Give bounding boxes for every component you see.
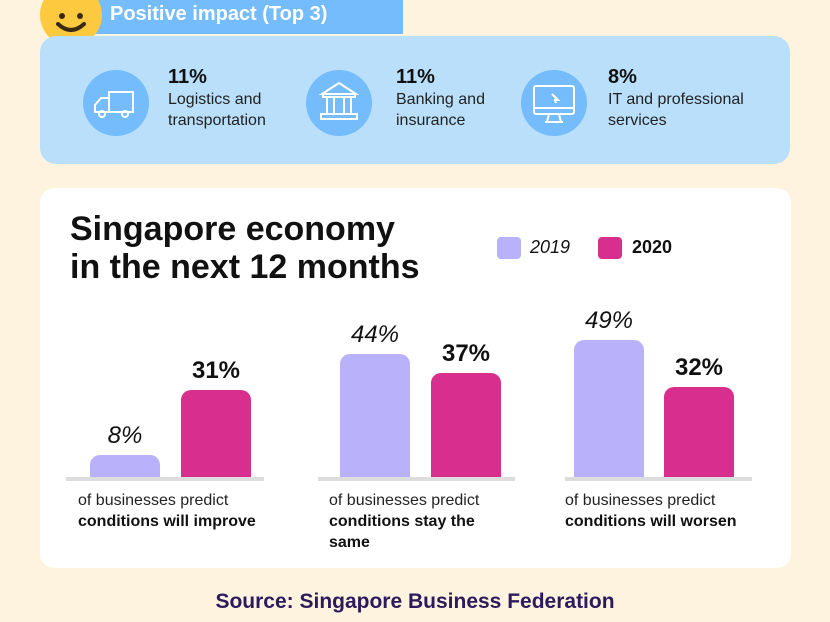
baseline	[318, 477, 515, 481]
monitor-icon	[521, 70, 587, 136]
bar-2019-3	[574, 339, 644, 477]
category-label: of businesses predict conditions will wor…	[565, 492, 737, 530]
bar-value-label: 8%	[107, 421, 143, 449]
legend-label-2020: 2020	[632, 237, 673, 257]
legend-swatch-2019	[497, 237, 521, 259]
bar-2020-3	[664, 387, 734, 477]
baseline	[66, 477, 264, 481]
header-tab	[95, 0, 403, 34]
header-title: Positive impact (Top 3)	[110, 3, 328, 25]
baseline	[565, 477, 752, 481]
category-label: of businesses predict conditions stay the…	[329, 492, 480, 551]
impact-label: Logistics and transportation	[168, 91, 266, 129]
impact-pct: 8%	[608, 66, 637, 88]
bar-2019-1	[90, 454, 160, 477]
bar-value-label: 31%	[191, 357, 241, 385]
chart-title: Singapore economy in the next 12 months	[70, 210, 420, 286]
impact-label: IT and professional services	[608, 91, 744, 129]
truck-icon	[83, 70, 149, 136]
impact-pct: 11%	[396, 66, 435, 88]
bar-2019-2	[340, 353, 410, 477]
bar-2020-2	[431, 373, 501, 477]
bar-value-label: 37%	[441, 340, 491, 368]
legend-label-2019: 2019	[530, 237, 571, 257]
impact-label: Banking and insurance	[396, 91, 485, 129]
bar-value-label: 44%	[350, 320, 400, 348]
legend-swatch-2020	[598, 237, 622, 259]
bar-value-label: 32%	[674, 354, 724, 382]
category-label: of businesses predict conditions will imp…	[78, 492, 256, 530]
impact-pct: 11%	[168, 66, 207, 88]
bar-value-label: 49%	[584, 306, 634, 334]
chart-card	[40, 188, 791, 568]
positive-impact-card	[40, 36, 790, 164]
source-note: Source: Singapore Business Federation	[215, 590, 615, 613]
bar-2020-1	[181, 390, 251, 477]
bank-icon	[306, 70, 372, 136]
